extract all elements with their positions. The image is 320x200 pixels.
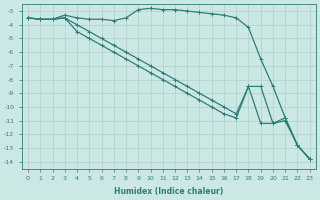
X-axis label: Humidex (Indice chaleur): Humidex (Indice chaleur) [114, 187, 223, 196]
